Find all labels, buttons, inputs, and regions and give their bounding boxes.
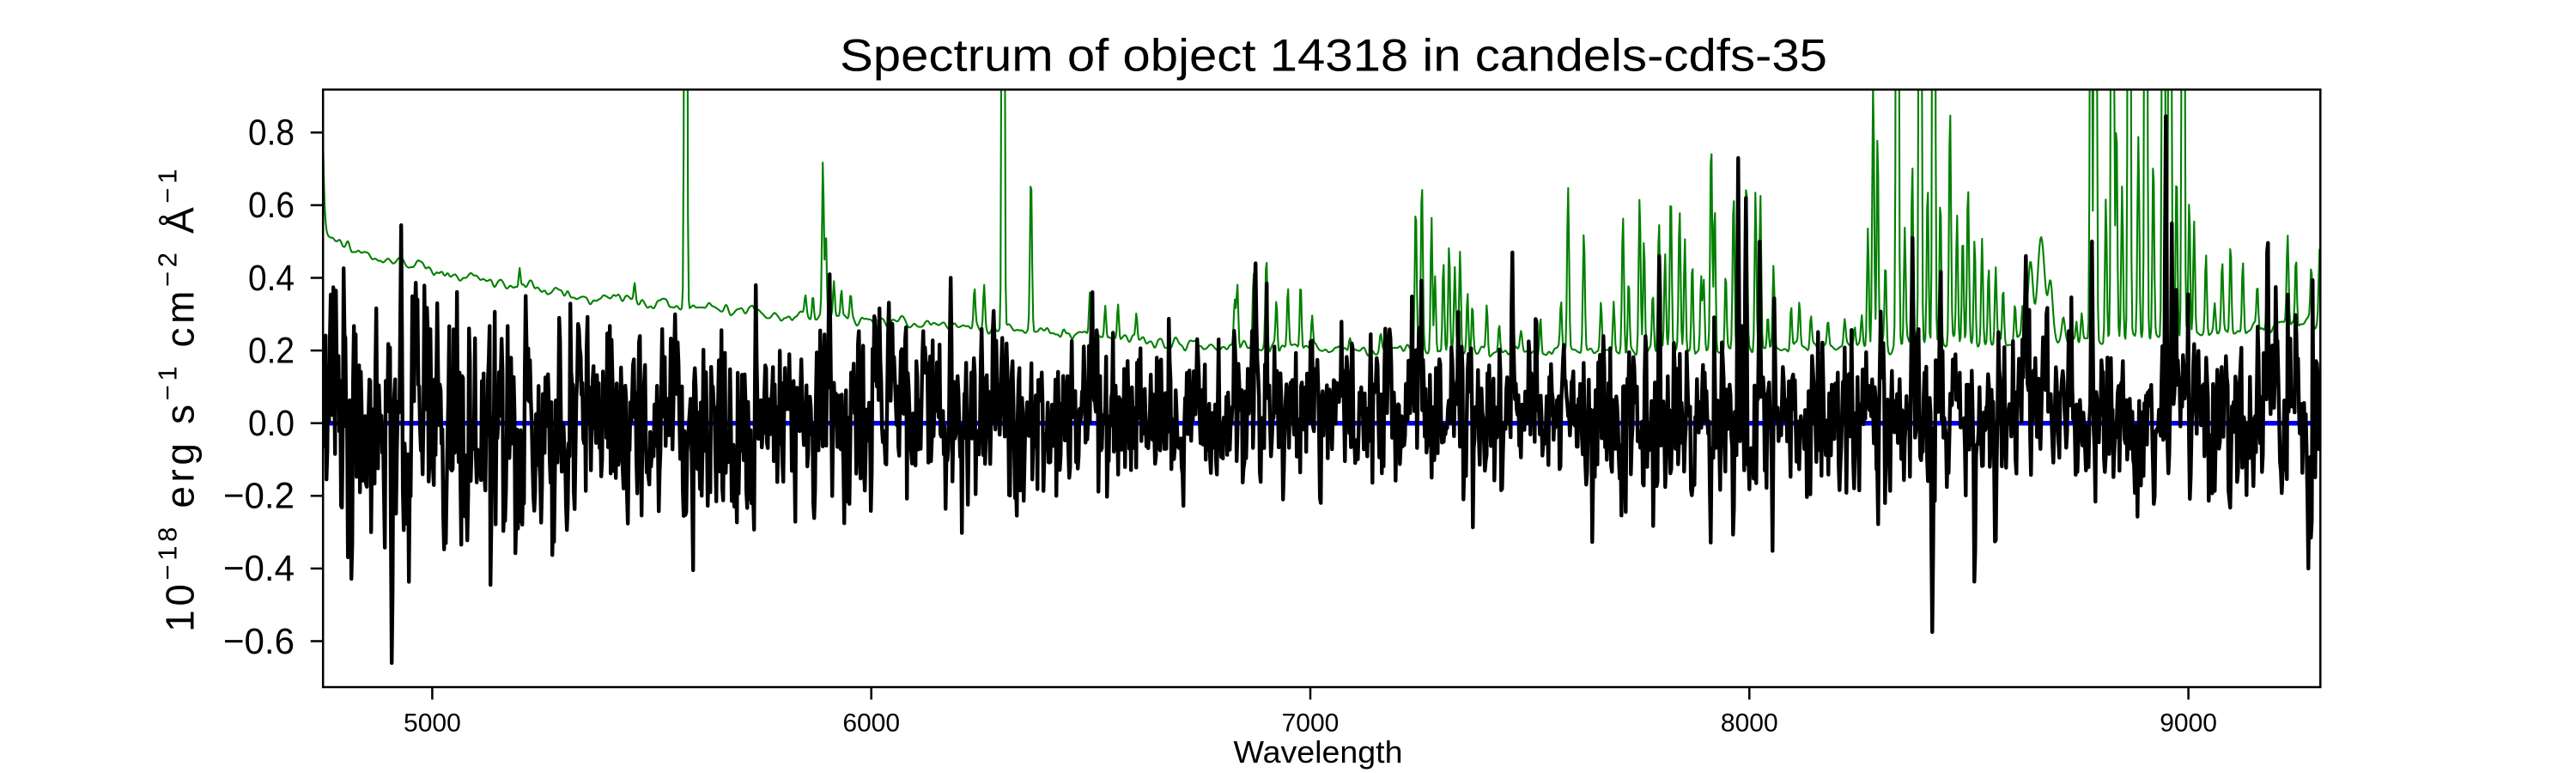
- svg-text:7000: 7000: [1282, 709, 1340, 738]
- svg-text:5000: 5000: [404, 709, 461, 738]
- svg-text:−0.2: −0.2: [223, 476, 295, 517]
- svg-text:8000: 8000: [1721, 709, 1778, 738]
- svg-text:0.2: 0.2: [248, 330, 295, 371]
- svg-text:Spectrum of object 14318 in ca: Spectrum of object 14318 in candels-cdfs…: [840, 31, 1827, 82]
- svg-text:0.0: 0.0: [248, 403, 295, 444]
- svg-text:0.6: 0.6: [248, 185, 295, 226]
- svg-text:9000: 9000: [2160, 709, 2217, 738]
- svg-text:0.4: 0.4: [248, 258, 295, 299]
- svg-text:0.8: 0.8: [248, 113, 295, 154]
- svg-text:−0.4: −0.4: [223, 548, 295, 589]
- svg-text:−0.6: −0.6: [223, 621, 295, 662]
- svg-text:6000: 6000: [842, 709, 900, 738]
- svg-text:Wavelength: Wavelength: [1234, 734, 1403, 770]
